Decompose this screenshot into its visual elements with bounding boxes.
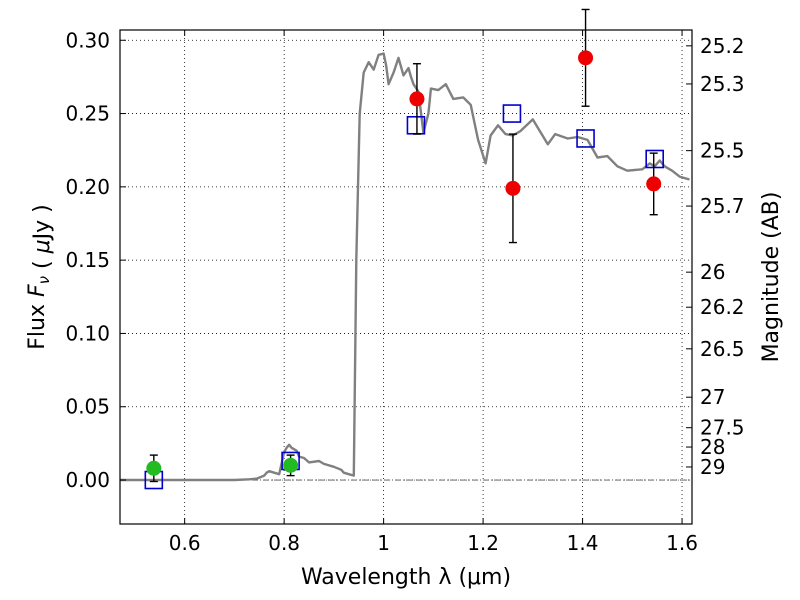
x-tick-label: 1: [377, 531, 390, 555]
observed-flux-point: [146, 460, 162, 476]
plot-frame: [119, 29, 693, 525]
sed-model-line: [120, 52, 690, 482]
y-axis-right-label: Magnitude (AB): [759, 192, 784, 363]
mag-tick-label: 25.2: [700, 34, 745, 58]
model-photometry-square: [502, 104, 522, 123]
y-tick-label: 0.10: [65, 321, 110, 345]
y-axis-label-part: ν: [35, 276, 53, 284]
mag-tick-label: 26.2: [700, 295, 745, 319]
mag-tick-label: 25.5: [700, 139, 745, 163]
y-tick-label: 0.05: [65, 395, 110, 419]
observed-flux-point: [578, 50, 594, 66]
x-axis-label: Wavelength λ (μm): [301, 565, 511, 590]
mag-tick-label: 27.5: [700, 416, 745, 440]
tick-group: 0.6 0.8 1 1.2 1.4 1.6 0.00 0.05 0.10 0.15 0.20 0.25…: [65, 28, 744, 555]
y-axis-label: Flux Fν ( μJy ): [25, 204, 55, 349]
model-photometry-square: [645, 149, 664, 169]
mag-tick-label: 25.7: [700, 194, 745, 218]
series-group: [120, 8, 690, 490]
observed-flux-point: [505, 180, 521, 196]
mag-tick-label: 26: [700, 260, 725, 284]
x-tick-label: 1.2: [467, 531, 499, 555]
x-tick-label: 0.8: [268, 531, 300, 555]
mag-tick-label: 29: [700, 455, 725, 479]
observed-flux-point: [409, 91, 425, 107]
y-axis-label-part: (: [30, 253, 55, 276]
x-tick-label: 1.6: [666, 531, 698, 555]
y-tick-label: 0.30: [65, 28, 110, 52]
y-axis-label-part: F: [25, 284, 50, 297]
mag-tick-label: 26.5: [700, 337, 745, 361]
mag-tick-label: 28: [700, 435, 725, 459]
y-tick-label: 0.00: [65, 468, 110, 492]
mag-tick-label: 25.3: [700, 72, 745, 96]
y-axis-label-part: Flux: [25, 297, 50, 350]
observed-flux-point: [283, 457, 299, 473]
y-axis-label-part: μ: [30, 239, 55, 254]
x-tick-label: 0.6: [169, 531, 201, 555]
grid: [120, 30, 692, 524]
y-tick-label: 0.15: [65, 248, 110, 272]
model-photometry-square: [576, 129, 595, 148]
x-tick-label: 1.4: [567, 531, 599, 555]
mag-tick-label: 27: [700, 385, 725, 409]
observed-flux-point: [646, 176, 662, 192]
y-axis-label-part: Jy ): [30, 204, 55, 241]
y-tick-label: 0.25: [65, 102, 110, 126]
y-tick-label: 0.20: [65, 175, 110, 199]
